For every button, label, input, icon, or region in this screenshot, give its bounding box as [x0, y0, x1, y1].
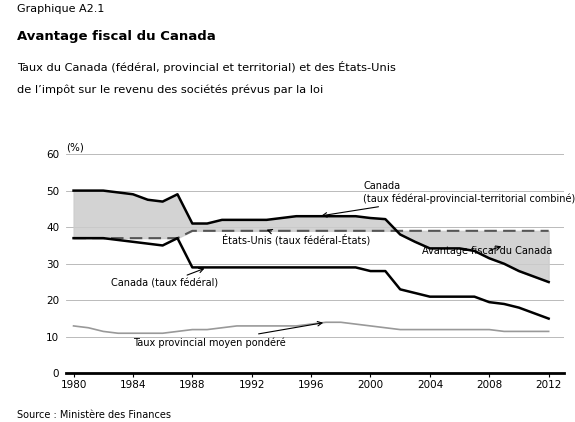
Text: Source : Ministère des Finances: Source : Ministère des Finances — [17, 410, 171, 420]
Text: Avantage fiscal du Canada: Avantage fiscal du Canada — [423, 246, 553, 256]
Text: États-Unis (taux fédéral-États): États-Unis (taux fédéral-États) — [222, 230, 370, 246]
Text: Avantage fiscal du Canada: Avantage fiscal du Canada — [17, 30, 216, 43]
Text: Graphique A2.1: Graphique A2.1 — [17, 4, 105, 14]
Text: Taux du Canada (fédéral, provincial et territorial) et des États-Unis: Taux du Canada (fédéral, provincial et t… — [17, 61, 396, 73]
Text: (%): (%) — [66, 143, 84, 153]
Text: Taux provincial moyen pondéré: Taux provincial moyen pondéré — [133, 322, 322, 348]
Text: Canada
(taux fédéral-provincial-territorial combiné): Canada (taux fédéral-provincial-territor… — [323, 181, 575, 217]
Text: de l’impôt sur le revenu des sociétés prévus par la loi: de l’impôt sur le revenu des sociétés pr… — [17, 84, 324, 95]
Text: Canada (taux fédéral): Canada (taux fédéral) — [110, 268, 218, 289]
